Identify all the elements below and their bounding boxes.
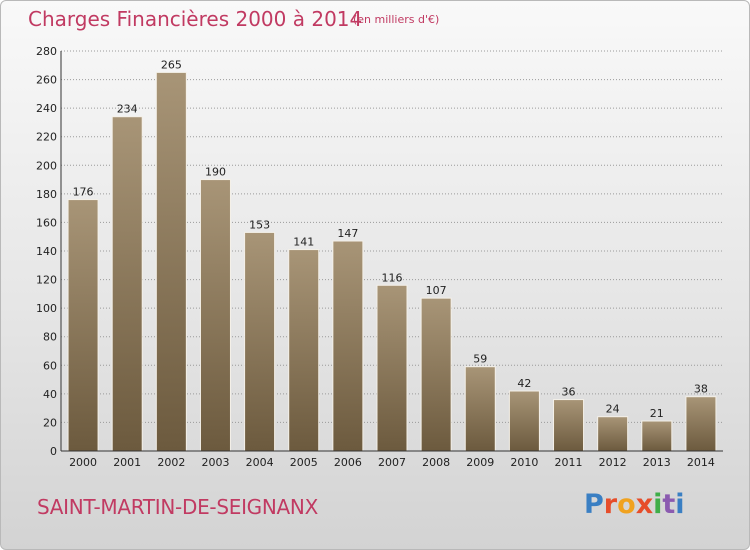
y-tick-label: 280 xyxy=(36,45,57,58)
y-tick-label: 60 xyxy=(43,359,57,372)
value-label-2009: 59 xyxy=(473,353,487,366)
value-label-2006: 147 xyxy=(337,227,358,240)
proxiti-logo: Proxiti xyxy=(584,489,685,520)
value-label-2007: 116 xyxy=(382,271,403,284)
value-label-2008: 107 xyxy=(426,284,447,297)
bar-2007 xyxy=(376,284,408,452)
value-label-2004: 153 xyxy=(249,218,270,231)
bar-2009 xyxy=(464,366,496,452)
value-label-2000: 176 xyxy=(73,186,94,199)
logo-letter: i xyxy=(675,489,685,520)
bar-2002 xyxy=(155,71,187,452)
x-tick-label-2006: 2006 xyxy=(334,456,362,469)
logo-letter: i xyxy=(653,489,663,520)
x-tick-label-2007: 2007 xyxy=(378,456,406,469)
y-tick-label: 220 xyxy=(36,131,57,144)
bar-2012 xyxy=(597,416,629,452)
bar-2014 xyxy=(685,396,717,452)
y-tick-label: 140 xyxy=(36,245,57,258)
y-tick-label: 0 xyxy=(50,445,57,458)
y-tick-label: 160 xyxy=(36,216,57,229)
value-label-2002: 265 xyxy=(161,58,182,71)
bar-2000 xyxy=(67,199,99,452)
value-label-2011: 36 xyxy=(562,386,576,399)
value-label-2013: 21 xyxy=(650,407,664,420)
value-label-2001: 234 xyxy=(117,103,138,116)
x-tick-label-2003: 2003 xyxy=(201,456,229,469)
bar-2003 xyxy=(199,179,231,452)
bar-2006 xyxy=(332,240,364,452)
x-tick-label-2000: 2000 xyxy=(69,456,97,469)
y-tick-label: 20 xyxy=(43,416,57,429)
chart-unit: (en milliers d'€) xyxy=(353,13,440,26)
commune-name: SAINT-MARTIN-DE-SEIGNANX xyxy=(37,495,318,519)
chart-title: Charges Financières 2000 à 2014 xyxy=(28,7,363,31)
value-label-2012: 24 xyxy=(606,403,620,416)
x-tick-label-2014: 2014 xyxy=(687,456,715,469)
x-tick-label-2008: 2008 xyxy=(422,456,450,469)
bar-2013 xyxy=(641,420,673,452)
x-tick-label-2011: 2011 xyxy=(555,456,583,469)
x-tick-label-2010: 2010 xyxy=(510,456,538,469)
y-tick-label: 100 xyxy=(36,302,57,315)
x-tick-label-2013: 2013 xyxy=(643,456,671,469)
value-label-2014: 38 xyxy=(694,383,708,396)
y-tick-label: 200 xyxy=(36,159,57,172)
bar-2001 xyxy=(111,116,143,452)
logo-letter: t xyxy=(662,489,676,520)
y-tick-label: 180 xyxy=(36,188,57,201)
x-tick-label-2001: 2001 xyxy=(113,456,141,469)
logo-letter: o xyxy=(617,489,636,520)
bar-2008 xyxy=(420,297,452,452)
x-tick-label-2005: 2005 xyxy=(290,456,318,469)
bar-2004 xyxy=(244,231,276,452)
value-label-2010: 42 xyxy=(517,377,531,390)
value-label-2003: 190 xyxy=(205,166,226,179)
y-tick-label: 260 xyxy=(36,74,57,87)
logo-letter: P xyxy=(584,489,604,520)
value-label-2005: 141 xyxy=(293,236,314,249)
x-tick-label-2002: 2002 xyxy=(157,456,185,469)
bar-2010 xyxy=(508,390,540,452)
bar-2005 xyxy=(288,249,320,452)
y-tick-label: 40 xyxy=(43,388,57,401)
x-tick-label-2004: 2004 xyxy=(246,456,274,469)
y-tick-label: 120 xyxy=(36,274,57,287)
x-tick-label-2012: 2012 xyxy=(599,456,627,469)
y-tick-label: 240 xyxy=(36,102,57,115)
bar-2011 xyxy=(553,399,585,452)
logo-letter: r xyxy=(603,489,618,520)
y-tick-label: 80 xyxy=(43,331,57,344)
x-tick-label-2009: 2009 xyxy=(466,456,494,469)
logo-letter: x xyxy=(635,489,654,520)
